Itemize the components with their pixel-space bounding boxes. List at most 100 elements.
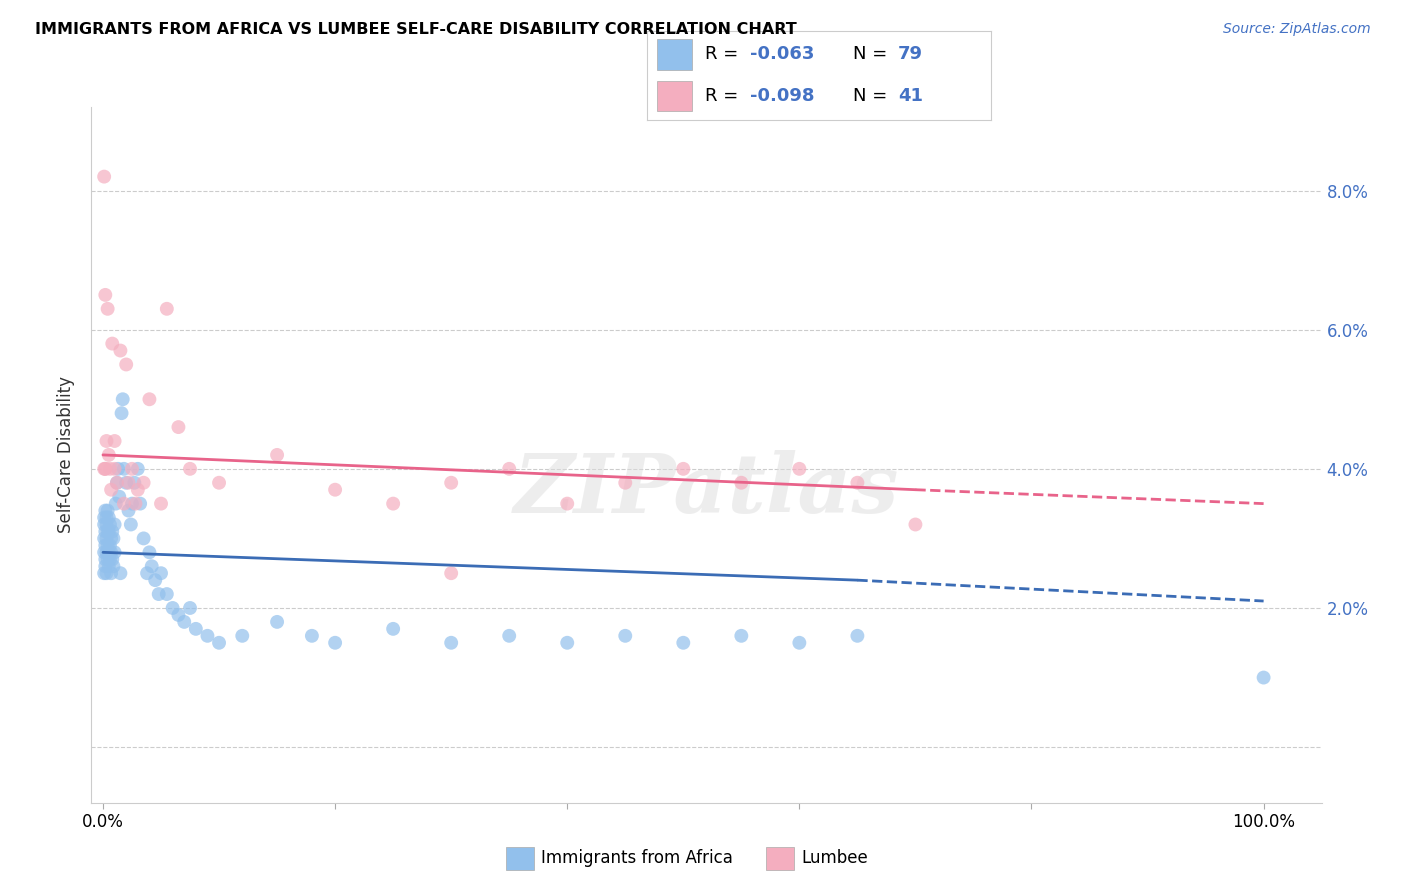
Point [110,566,132,581]
Point [93,517,115,532]
Point [103,559,125,574]
Point [96,532,118,546]
Text: ZIPatlas: ZIPatlas [513,450,900,530]
Point [121,497,143,511]
Y-axis label: Self-Care Disability: Self-Care Disability [58,376,76,533]
Text: IMMIGRANTS FROM AFRICA VS LUMBEE SELF-CARE DISABILITY CORRELATION CHART: IMMIGRANTS FROM AFRICA VS LUMBEE SELF-CA… [35,22,797,37]
Point [382,622,405,636]
Point [141,559,163,574]
Point [143,573,166,587]
Point [105,475,128,490]
Point [129,497,152,511]
Point [179,601,201,615]
Text: 79: 79 [898,45,924,63]
Point [111,392,134,407]
Point [93,510,115,524]
Point [672,636,695,650]
Text: Source: ZipAtlas.com: Source: ZipAtlas.com [1223,22,1371,37]
Point [167,607,190,622]
Point [104,517,127,532]
Point [100,566,122,581]
Point [97,448,120,462]
Point [440,636,463,650]
Point [301,629,323,643]
Point [108,490,131,504]
Point [100,483,122,497]
Point [115,358,138,372]
Point [104,462,127,476]
Point [97,552,120,566]
Point [97,545,120,559]
Point [100,532,122,546]
Point [93,566,115,581]
Point [97,524,120,539]
Point [132,475,155,490]
Point [124,497,146,511]
Point [127,483,149,497]
Point [97,559,120,574]
Point [498,462,520,476]
Point [382,497,405,511]
Point [136,566,159,581]
Point [672,462,695,476]
Point [101,336,124,351]
FancyBboxPatch shape [657,39,692,70]
Point [96,517,118,532]
Point [94,552,117,566]
Point [103,532,125,546]
Point [94,462,117,476]
Point [96,566,118,581]
Text: Immigrants from Africa: Immigrants from Africa [541,849,733,867]
Text: N =: N = [853,87,893,105]
Point [97,538,120,552]
Point [93,545,115,559]
Point [104,497,127,511]
Point [150,497,173,511]
Text: -0.098: -0.098 [751,87,814,105]
Point [98,552,121,566]
Point [555,636,578,650]
Point [107,462,129,476]
FancyBboxPatch shape [657,81,692,112]
Point [208,475,231,490]
Point [323,636,346,650]
Point [179,462,201,476]
Point [266,448,288,462]
Point [97,524,120,539]
Point [173,615,195,629]
Point [117,503,139,517]
Point [614,475,637,490]
Point [97,301,120,316]
Point [97,510,120,524]
Point [138,392,160,407]
Point [94,538,117,552]
Point [498,629,520,643]
Point [846,475,869,490]
Point [93,169,115,184]
Point [98,538,121,552]
Point [120,517,142,532]
Text: 41: 41 [898,87,924,105]
Point [197,629,219,643]
Point [156,301,179,316]
Text: R =: R = [706,45,744,63]
Point [208,636,231,650]
Point [100,545,122,559]
Point [94,559,117,574]
Point [94,524,117,539]
Point [1253,671,1275,685]
Point [101,552,124,566]
Point [124,475,146,490]
Point [110,406,132,420]
Point [96,545,118,559]
Point [904,517,927,532]
Point [98,517,121,532]
Point [112,462,135,476]
Point [110,343,132,358]
Point [148,587,170,601]
Point [101,524,124,539]
Point [150,566,173,581]
Point [730,629,752,643]
Point [98,462,121,476]
Text: N =: N = [853,45,893,63]
